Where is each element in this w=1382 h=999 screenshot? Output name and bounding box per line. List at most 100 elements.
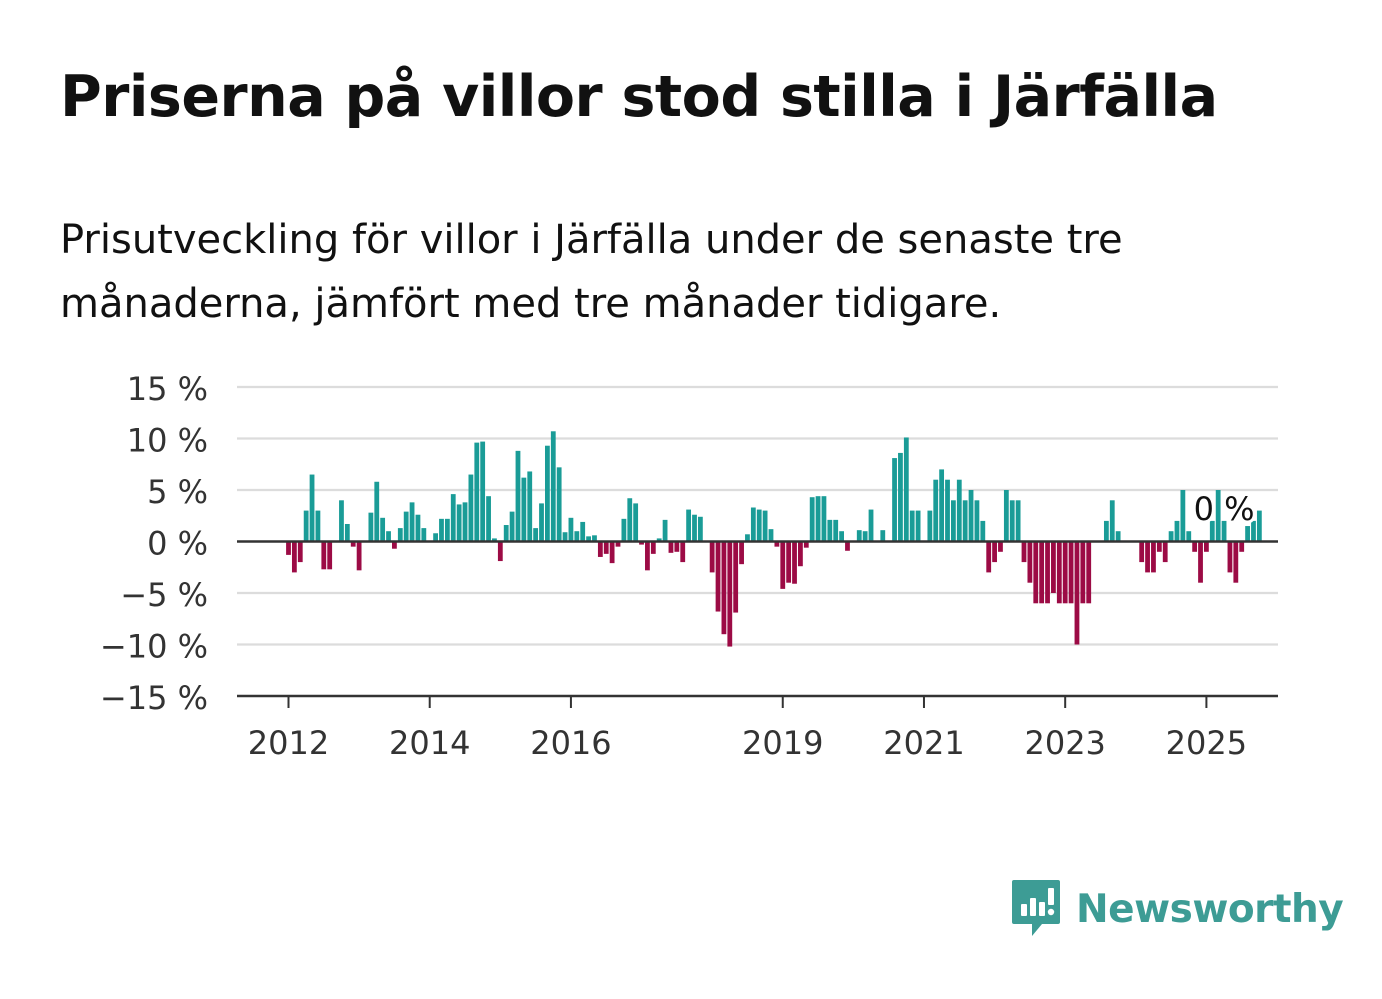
bar: [892, 458, 897, 542]
bar: [868, 509, 874, 542]
bar: [915, 510, 921, 542]
bar: [450, 494, 456, 542]
bar: [1015, 500, 1021, 542]
bar: [956, 479, 962, 542]
bar: [639, 541, 644, 545]
bar: [627, 498, 633, 542]
bar: [939, 469, 945, 542]
bar: [862, 531, 868, 542]
bar: [733, 541, 739, 613]
x-axis-ticks: 2012 2014 2016 2019 2021 2023 2025: [248, 696, 1247, 762]
bar: [692, 514, 697, 542]
bar: [721, 541, 727, 635]
bar: [356, 541, 362, 571]
bar: [409, 502, 415, 542]
bar: [303, 510, 309, 542]
bar: [380, 517, 386, 542]
y-tick-label: −5 %: [120, 576, 208, 614]
bar: [374, 481, 380, 542]
bar: [1198, 541, 1203, 583]
bar: [327, 541, 333, 570]
bar: [1068, 541, 1074, 604]
brand-logo: Newsworthy: [1010, 878, 1344, 940]
brand-name: Newsworthy: [1076, 886, 1344, 932]
bar: [403, 511, 409, 542]
bar: [1027, 541, 1033, 583]
bar: [521, 477, 527, 542]
bar: [1109, 500, 1115, 542]
bar: [780, 541, 786, 589]
bar: [1233, 541, 1239, 583]
bar: [468, 474, 474, 542]
y-tick-label: 5 %: [147, 473, 208, 511]
bar: [909, 510, 915, 542]
bar: [839, 531, 844, 542]
bar: [1056, 541, 1062, 604]
chart-subtitle: Prisutveckling för villor i Järfälla und…: [60, 217, 1123, 327]
bar: [668, 541, 674, 553]
x-tick-label: 2016: [530, 724, 611, 762]
bar: [1168, 531, 1174, 542]
bar: [798, 541, 803, 567]
bar: [597, 541, 603, 557]
bar: [545, 445, 550, 542]
bar: [662, 519, 668, 542]
bar: [556, 467, 562, 542]
bar: [1151, 541, 1156, 573]
bar: [574, 531, 580, 542]
bar: [845, 541, 850, 551]
x-tick-label: 2014: [389, 724, 470, 762]
bar: [650, 541, 656, 554]
y-axis-ticks: 15 % 10 % 5 % 0 % −5 % −10 % −15 %: [100, 370, 208, 717]
bar: [350, 541, 356, 547]
bar: [962, 500, 968, 542]
bar: [1251, 520, 1256, 542]
bar: [1062, 541, 1068, 604]
bar: [344, 523, 350, 542]
y-tick-label: −10 %: [100, 628, 208, 666]
bar: [439, 518, 444, 542]
bar: [815, 496, 821, 542]
bar: [497, 541, 503, 562]
bar: [609, 541, 615, 564]
bar: [433, 533, 438, 542]
x-tick-label: 2025: [1166, 724, 1247, 762]
bar: [286, 541, 291, 555]
bar: [527, 471, 533, 542]
bar: [386, 531, 391, 542]
bar: [856, 530, 862, 542]
bar: [933, 479, 939, 542]
axes: [237, 540, 1278, 698]
bar: [968, 490, 974, 542]
bar: [615, 541, 621, 547]
bar: [1103, 520, 1109, 542]
newsworthy-logo-icon: [1012, 880, 1060, 936]
bar: [697, 516, 703, 542]
bar: [927, 510, 933, 542]
bar: [680, 541, 686, 563]
bar: [1051, 541, 1056, 593]
bar: [986, 541, 992, 573]
bar: [1045, 541, 1050, 604]
bar: [1080, 541, 1086, 604]
bar: [756, 509, 762, 542]
bar: [992, 541, 997, 563]
bar: [739, 541, 744, 565]
bar: [1003, 490, 1009, 542]
bar: [539, 503, 544, 542]
bar: [621, 518, 627, 542]
bar: [1186, 531, 1192, 542]
bar: [809, 497, 815, 542]
bar: [503, 525, 509, 542]
bar: [645, 541, 650, 571]
bar: [1156, 541, 1162, 552]
bar: [821, 496, 827, 542]
bar: [880, 530, 886, 542]
bar: [1139, 541, 1145, 563]
bar: [1239, 541, 1245, 552]
bar: [474, 442, 480, 542]
bar: [309, 474, 315, 542]
bar: [321, 541, 327, 570]
x-tick-label: 2012: [248, 724, 329, 762]
